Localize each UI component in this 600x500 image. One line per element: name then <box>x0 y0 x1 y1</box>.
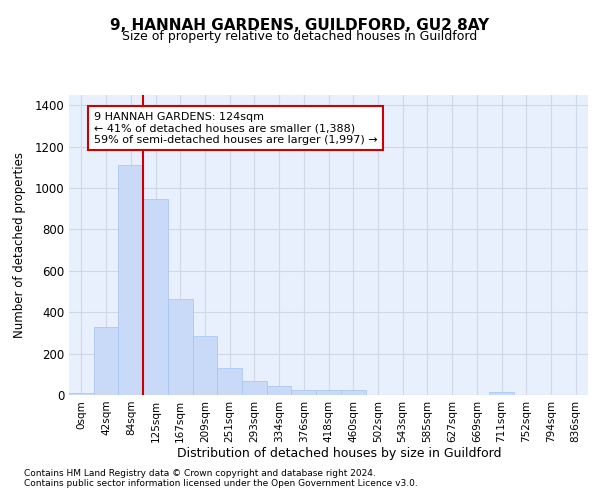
Bar <box>118 166 143 395</box>
Text: Distribution of detached houses by size in Guildford: Distribution of detached houses by size … <box>177 448 501 460</box>
Text: Contains public sector information licensed under the Open Government Licence v3: Contains public sector information licen… <box>24 478 418 488</box>
Bar <box>94 326 118 395</box>
Text: 9, HANNAH GARDENS, GUILDFORD, GU2 8AY: 9, HANNAH GARDENS, GUILDFORD, GU2 8AY <box>110 18 490 32</box>
Bar <box>193 336 217 395</box>
Bar <box>292 390 316 395</box>
Text: Size of property relative to detached houses in Guildford: Size of property relative to detached ho… <box>122 30 478 43</box>
Bar <box>489 392 514 395</box>
Bar <box>341 390 365 395</box>
Text: Contains HM Land Registry data © Crown copyright and database right 2024.: Contains HM Land Registry data © Crown c… <box>24 468 376 477</box>
Bar <box>69 393 94 395</box>
Bar <box>168 299 193 395</box>
Bar <box>143 200 168 395</box>
Bar <box>217 368 242 395</box>
Bar <box>316 390 341 395</box>
Text: 9 HANNAH GARDENS: 124sqm
← 41% of detached houses are smaller (1,388)
59% of sem: 9 HANNAH GARDENS: 124sqm ← 41% of detach… <box>94 112 377 145</box>
Bar <box>242 380 267 395</box>
Y-axis label: Number of detached properties: Number of detached properties <box>13 152 26 338</box>
Bar <box>267 386 292 395</box>
